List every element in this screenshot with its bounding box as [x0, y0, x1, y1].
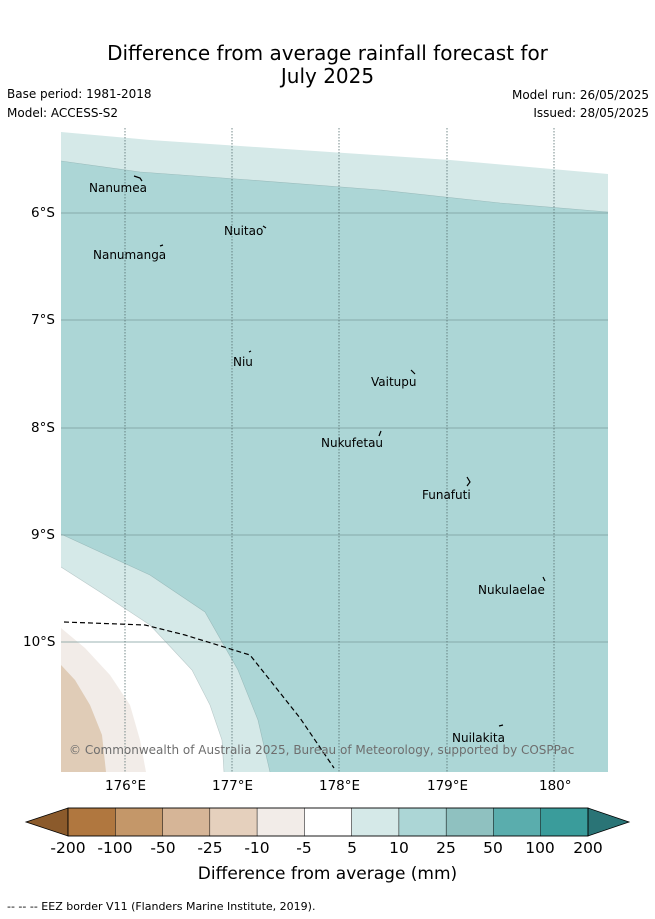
colorbar-segments [24, 807, 631, 837]
colorbar-segment [256, 807, 305, 837]
colorbar-segment [115, 807, 164, 837]
map-title-line1: Difference from average rainfall forecas… [107, 41, 548, 65]
lat-tick-8s: 8°S [31, 420, 55, 436]
contour-10-25 [61, 161, 608, 772]
colorbar-label: 200 [573, 839, 603, 857]
model-text: Model: ACCESS-S2 [7, 106, 119, 120]
colorbar-label: -50 [150, 839, 176, 857]
colorbar-label: 100 [525, 839, 555, 857]
place-label-nukufetau: Nukufetau [321, 436, 384, 450]
lon-tick-179e: 179°E [427, 778, 469, 794]
place-label-nukulaelae: Nukulaelae [478, 583, 545, 597]
colorbar-segment [162, 807, 211, 837]
island-outlines [133, 175, 546, 727]
lat-tick-7s: 7°S [31, 312, 55, 328]
colorbar-segment [304, 807, 353, 837]
lon-gridlines [124, 128, 555, 772]
place-label-nuilakita: Nuilakita [452, 731, 505, 745]
colorbar-segment [209, 807, 258, 837]
colorbar [24, 807, 631, 837]
colorbar-title: Difference from average (mm) [197, 864, 458, 884]
place-label-nanumanga: Nanumanga [93, 248, 167, 262]
colorbar-segment [493, 807, 542, 837]
colorbar-label: -100 [97, 839, 133, 857]
colorbar-segment [445, 807, 494, 837]
colorbar-label: 10 [389, 839, 409, 857]
lat-tick-10s: 10°S [23, 634, 56, 650]
colorbar-segment [67, 807, 116, 837]
colorbar-extend-low [24, 807, 69, 837]
lat-tick-9s: 9°S [31, 527, 55, 543]
place-label-nuitao: Nuitao [224, 224, 264, 238]
place-label-niu: Niu [233, 355, 253, 369]
issued-text: Issued: 28/05/2025 [533, 106, 649, 120]
lat-tick-6s: 6°S [31, 205, 55, 221]
colorbar-label: -200 [50, 839, 86, 857]
place-label-funafuti: Funafuti [422, 488, 471, 502]
colorbar-label: 5 [347, 839, 357, 857]
lat-gridlines [61, 212, 608, 643]
colorbar-segment [351, 807, 400, 837]
lon-tick-176e: 176°E [105, 778, 147, 794]
contour-minus10-25 [61, 665, 106, 772]
copyright-text: © Commonwealth of Australia 2025, Bureau… [69, 743, 575, 757]
place-label-vaitupu: Vaitupu [371, 375, 417, 389]
lon-tick-180: 180° [539, 778, 572, 794]
colorbar-extend-high [587, 807, 631, 837]
colorbar-label: -10 [244, 839, 270, 857]
colorbar-label: -5 [296, 839, 312, 857]
colorbar-label: 25 [436, 839, 456, 857]
lon-tick-178e: 178°E [319, 778, 361, 794]
model-run-text: Model run: 26/05/2025 [511, 88, 649, 102]
map-title-line2: July 2025 [280, 64, 375, 88]
colorbar-label: -25 [197, 839, 223, 857]
colorbar-segment [540, 807, 589, 837]
place-label-nanumea: Nanumea [89, 181, 147, 195]
eez-legend-text: -- -- -- EEZ border V11 (Flanders Marine… [7, 900, 316, 913]
lon-tick-177e: 177°E [212, 778, 254, 794]
colorbar-label: 50 [483, 839, 503, 857]
colorbar-segment [398, 807, 447, 837]
base-period-text: Base period: 1981-2018 [7, 87, 152, 101]
eez-border [63, 621, 335, 769]
